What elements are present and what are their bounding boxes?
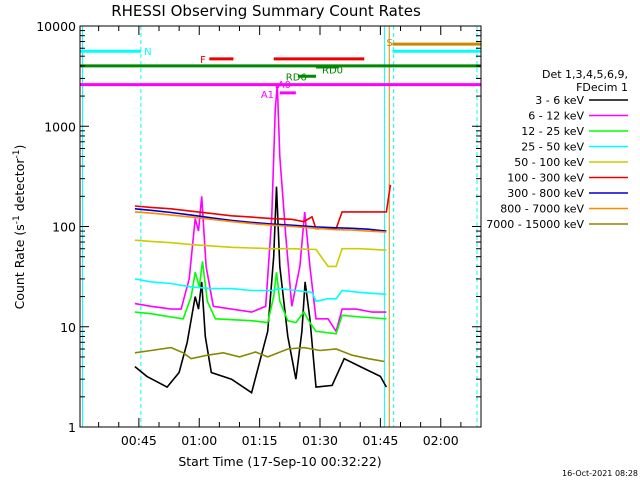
legend-label-5: 100 - 300 keV [507, 172, 584, 185]
flag-label-5: RD0 [322, 65, 343, 76]
flag-label-8: A1 [261, 90, 274, 101]
flag-label-6: RD6 [286, 72, 307, 83]
legend-label-8: 7000 - 15000 keV [486, 218, 584, 231]
x-tick-label-0: 00:45 [121, 433, 157, 448]
x-tick-label-2: 01:15 [242, 433, 278, 448]
chart-title: RHESSI Observing Summary Count Rates [111, 2, 421, 20]
series-line-4 [134, 239, 387, 268]
series-line-3 [134, 278, 387, 303]
legend-label-7: 800 - 7000 keV [500, 203, 584, 216]
series-group [134, 84, 392, 394]
flag-label-7: A0 [278, 80, 291, 91]
x-axis: 00:45 01:00 01:15 01:30 01:45 02:00 [98, 26, 482, 448]
x-tick-label-4: 01:45 [362, 433, 398, 448]
legend-label-3: 25 - 50 keV [521, 141, 584, 154]
x-tick-label-3: 01:30 [302, 433, 338, 448]
series-line-6 [134, 208, 387, 232]
x-tick-label-1: 01:00 [181, 433, 217, 448]
y-tick-label-2: 100 [52, 220, 76, 235]
y-tick-label-4: 10000 [36, 19, 76, 34]
legend-label-6: 300 - 800 keV [507, 187, 584, 200]
series-line-1 [134, 84, 387, 334]
y-tick-label-3: 1000 [44, 119, 76, 134]
legend-label-0: 3 - 6 keV [535, 94, 584, 107]
legend-label-2: 12 - 25 keV [521, 125, 584, 138]
y-tick-label-1: 10 [60, 320, 76, 335]
timestamp: 16-Oct-2021 08:28 [562, 469, 638, 478]
flag-label-3: F [200, 55, 206, 66]
series-line-8 [134, 346, 385, 363]
y-axis-label: Count Rate (s-1 detector-1) [12, 145, 27, 310]
y-tick-label-0: 1 [68, 420, 76, 435]
flag-label-9: S [386, 38, 392, 49]
series-line-7 [134, 211, 387, 233]
flag-label-0: N [144, 47, 151, 58]
x-axis-label: Start Time (17-Sep-10 00:32:22) [178, 454, 381, 469]
y-axis: 1 10 100 1000 10000 [36, 19, 481, 435]
legend-header-1: FDecim 1 [576, 81, 628, 94]
legend-header-0: Det 1,3,4,5,6,9, [542, 68, 628, 81]
series-line-2 [134, 261, 387, 335]
legend-label-1: 6 - 12 keV [528, 110, 584, 123]
series-line-5 [134, 184, 392, 230]
legend: Det 1,3,4,5,6,9,FDecim 13 - 6 keV 6 - 12 … [486, 68, 628, 231]
series-line-0 [134, 186, 388, 394]
legend-label-4: 50 - 100 keV [514, 156, 584, 169]
x-tick-label-5: 02:00 [423, 433, 459, 448]
